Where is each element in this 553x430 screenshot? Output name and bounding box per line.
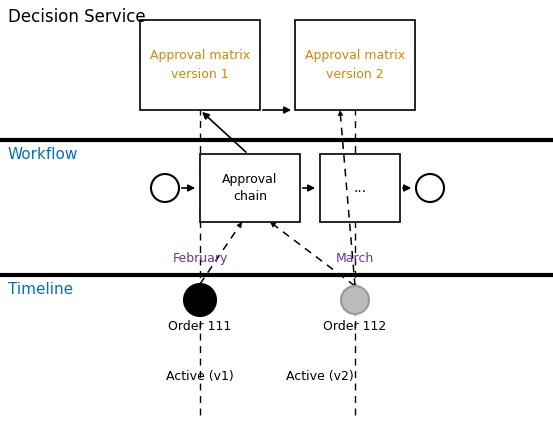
Bar (200, 154, 300, 222)
Text: Active (v2): Active (v2) (286, 370, 354, 383)
Text: Order 112: Order 112 (324, 320, 387, 333)
Text: Approval
chain: Approval chain (222, 172, 278, 203)
Text: Order 111: Order 111 (168, 320, 232, 333)
Text: Workflow: Workflow (8, 147, 79, 162)
Circle shape (341, 286, 369, 314)
Bar (295, 20, 415, 110)
Circle shape (151, 174, 179, 202)
Text: Active (v1): Active (v1) (166, 370, 234, 383)
Bar (320, 154, 400, 222)
Circle shape (184, 284, 216, 316)
Circle shape (416, 174, 444, 202)
Bar (140, 20, 260, 110)
Text: ...: ... (353, 181, 367, 195)
Text: Timeline: Timeline (8, 282, 73, 297)
Text: Approval matrix
version 1: Approval matrix version 1 (150, 49, 250, 80)
Text: February: February (173, 252, 228, 265)
Text: Decision Service: Decision Service (8, 8, 145, 26)
Text: March: March (336, 252, 374, 265)
Text: Approval matrix
version 2: Approval matrix version 2 (305, 49, 405, 80)
